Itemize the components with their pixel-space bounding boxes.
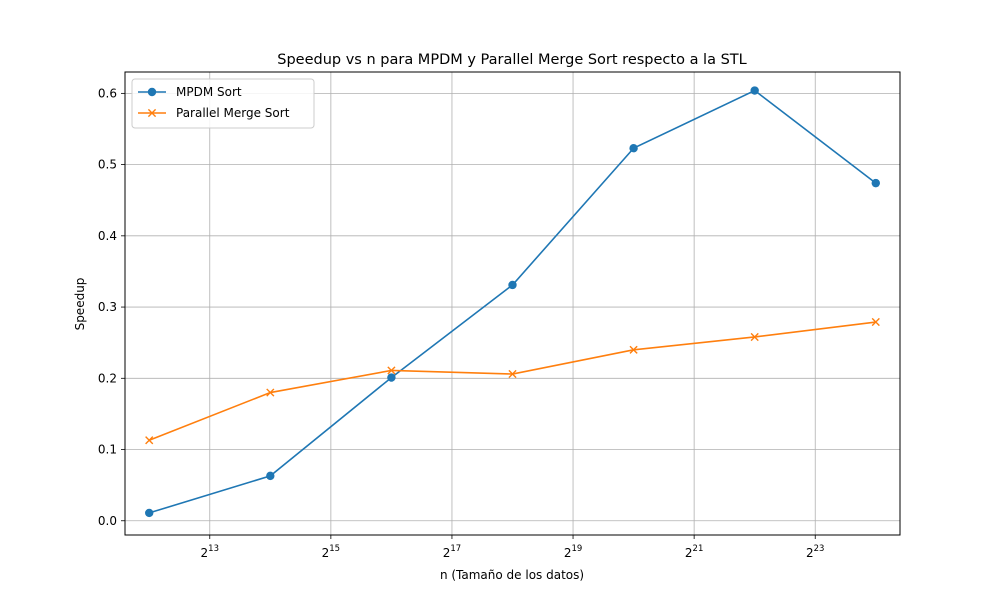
chart-title: Speedup vs n para MPDM y Parallel Merge … — [277, 52, 746, 68]
plot-area — [124, 71, 901, 536]
y-tick-label: 0.5 — [98, 158, 117, 172]
y-tick-label: 0.3 — [98, 300, 117, 314]
series-1 — [145, 86, 880, 518]
data-point — [750, 332, 759, 342]
legend-item: Parallel Merge Sort — [138, 106, 290, 120]
legend-label: Parallel Merge Sort — [176, 106, 290, 120]
legend-marker — [147, 108, 157, 118]
x-tick-label: 217 — [443, 544, 461, 560]
data-point — [629, 345, 638, 354]
data-point — [145, 508, 154, 518]
data-point — [508, 280, 517, 290]
y-axis-label: Speedup — [73, 278, 87, 331]
data-point — [266, 471, 275, 481]
data-point — [145, 436, 154, 445]
y-axis: 0.0 0.1 0.2 0.3 0.4 0.5 0.6 — [98, 86, 125, 528]
legend-marker — [147, 87, 157, 97]
y-tick-label: 0.1 — [98, 443, 117, 457]
grid — [125, 72, 900, 535]
x-tick-label: 215 — [322, 544, 340, 560]
data-point — [387, 366, 396, 375]
data-point — [387, 373, 396, 382]
y-tick-label: 0.6 — [98, 86, 117, 100]
legend-box — [131, 78, 315, 129]
y-tick-label: 0.2 — [98, 371, 117, 385]
series-line — [148, 321, 876, 442]
series-2 — [145, 317, 880, 445]
data-point — [266, 388, 275, 397]
data-point — [871, 178, 880, 188]
data-point — [508, 369, 517, 379]
x-axis-label: n (Tamaño de los datos) — [440, 568, 584, 582]
legend: MPDM Sort Parallel Merge Sort — [131, 78, 315, 129]
data-point — [750, 86, 759, 95]
y-tick-label: 0.4 — [98, 229, 117, 243]
series-layer — [145, 86, 880, 518]
x-tick-label: 221 — [685, 544, 703, 560]
legend-label: MPDM Sort — [176, 85, 242, 99]
y-tick-label: 0.0 — [98, 514, 117, 528]
x-axis: 213 215 217 219 221 223 — [201, 535, 824, 560]
x-tick-label: 223 — [806, 544, 824, 560]
x-tick-label: 213 — [201, 544, 219, 560]
legend-item: MPDM Sort — [138, 85, 242, 99]
x-tick-label: 219 — [564, 544, 582, 560]
data-point — [629, 144, 638, 153]
data-point — [871, 317, 880, 327]
